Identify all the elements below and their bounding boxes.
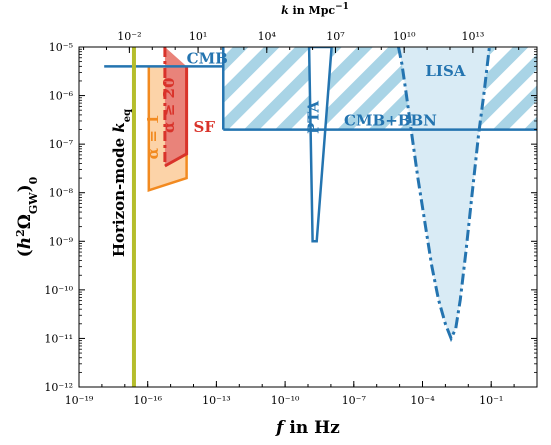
y-tick-label: 10⁻⁵ (49, 41, 73, 54)
top-x-axis-label: k in Mpc−1 (281, 2, 349, 17)
y-tick-label: 10⁻¹² (44, 381, 73, 394)
alpha20-region (164, 47, 187, 166)
x-tick-label: 10⁻¹ (479, 394, 503, 407)
top-x-tick-label: 10¹³ (461, 30, 484, 43)
x-tick-label: 10⁻⁴ (410, 394, 435, 407)
alpha1-label: α = 1 (144, 114, 162, 159)
x-tick-label: 10⁻¹⁰ (271, 394, 300, 407)
top-x-tick-label: 10⁴ (258, 30, 277, 43)
lisa-curve (397, 47, 491, 343)
x-tick-label: 10⁻¹⁶ (133, 394, 162, 407)
x-tick-label: 10⁻¹⁹ (65, 394, 94, 407)
y-axis-label: (h2ΩGW)0 (14, 176, 40, 257)
pta-label: PTA (304, 100, 322, 134)
top-x-tick-label: 10⁻² (117, 30, 141, 43)
x-tick-label: 10⁻¹³ (202, 394, 231, 407)
x-tick-label: 10⁻⁷ (342, 394, 367, 407)
y-tick-label: 10⁻¹¹ (44, 332, 73, 345)
top-x-tick-label: 10¹⁰ (393, 30, 416, 43)
plot-area (104, 47, 537, 387)
y-tick-label: 10⁻¹⁰ (44, 284, 73, 297)
cmb-bbn-label: CMB+BBN (344, 112, 437, 130)
y-tick-label: 10⁻⁹ (49, 235, 74, 248)
alpha20-boundary (164, 66, 189, 168)
pta-region (307, 47, 333, 243)
y-tick-label: 10⁻⁸ (49, 187, 74, 200)
top-x-tick-label: 10⁷ (326, 30, 345, 43)
horizon-label: Horizon-mode keq (110, 109, 132, 257)
x-axis-label: f in Hz (275, 418, 340, 438)
lisa-label: LISA (425, 62, 465, 80)
y-tick-label: 10⁻⁶ (49, 90, 74, 103)
alpha20-label: α ≥ 20 (160, 78, 178, 133)
top-x-tick-label: 10¹ (189, 30, 207, 43)
lisa-region (398, 47, 490, 339)
y-tick-label: 10⁻⁷ (49, 138, 74, 151)
cmb-label: CMB (187, 49, 228, 67)
axes: 10⁻¹⁹ 10⁻¹⁶ 10⁻¹³ 10⁻¹⁰ 10⁻⁷ 10⁻⁴ 10⁻¹ 10⁻² 10¹ 1… (44, 30, 538, 407)
sf-label: SF (194, 118, 216, 136)
